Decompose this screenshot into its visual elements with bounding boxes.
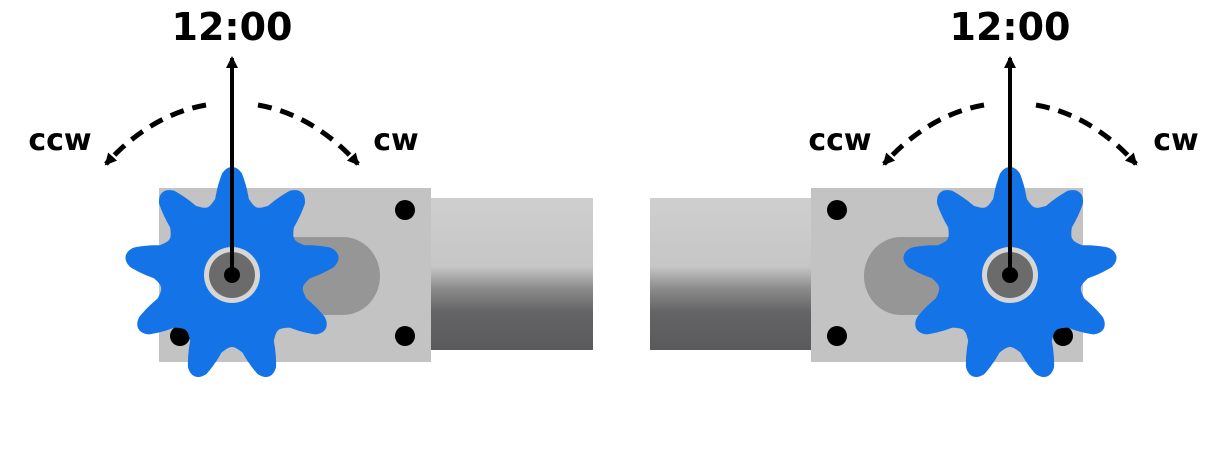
- right-bolt-hole-2: [827, 326, 847, 346]
- right-cw-arrow: [1035, 102, 1138, 166]
- left-bolt-hole-1: [395, 200, 415, 220]
- left-cw-label: cw: [373, 123, 419, 158]
- left-ccw-arrow: [104, 102, 207, 166]
- right-assembly: 12:00 ccw cw: [650, 5, 1199, 377]
- left-twelve-label: 12:00: [172, 5, 293, 49]
- left-bolt-hole-2: [395, 326, 415, 346]
- right-motor-body: [650, 198, 812, 350]
- left-bolt-hole-3: [170, 326, 190, 346]
- right-bolt-hole-1: [827, 200, 847, 220]
- right-cw-label: cw: [1153, 123, 1199, 158]
- right-bolt-hole-3: [1053, 326, 1073, 346]
- right-ccw-label: ccw: [808, 123, 871, 158]
- left-motor-body: [430, 198, 593, 350]
- left-ccw-label: ccw: [28, 123, 91, 158]
- right-twelve-label: 12:00: [950, 5, 1071, 49]
- left-cw-arrow: [257, 102, 360, 166]
- left-assembly: 12:00 ccw cw: [28, 5, 593, 377]
- right-ccw-arrow: [882, 102, 985, 166]
